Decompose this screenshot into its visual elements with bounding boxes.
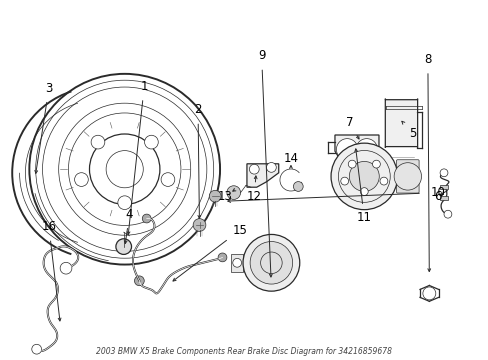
Circle shape xyxy=(218,253,226,262)
FancyBboxPatch shape xyxy=(385,99,417,148)
Circle shape xyxy=(352,154,360,162)
Text: 6: 6 xyxy=(433,190,441,203)
Circle shape xyxy=(116,239,131,255)
Text: 10: 10 xyxy=(429,186,444,199)
Circle shape xyxy=(347,160,355,168)
Circle shape xyxy=(91,135,104,149)
Circle shape xyxy=(330,143,397,210)
Circle shape xyxy=(226,186,240,199)
Circle shape xyxy=(134,276,144,286)
Text: 12: 12 xyxy=(246,190,261,203)
Circle shape xyxy=(250,242,292,284)
Circle shape xyxy=(161,173,174,186)
Circle shape xyxy=(60,262,72,274)
Text: 2: 2 xyxy=(194,103,202,116)
Circle shape xyxy=(336,139,357,160)
Text: 2003 BMW X5 Brake Components Rear Brake Disc Diagram for 34216859678: 2003 BMW X5 Brake Components Rear Brake … xyxy=(96,347,392,356)
Polygon shape xyxy=(334,135,378,162)
Text: 3: 3 xyxy=(45,82,53,95)
Polygon shape xyxy=(246,164,278,187)
Circle shape xyxy=(360,188,367,195)
Text: 1: 1 xyxy=(140,80,148,93)
Text: 14: 14 xyxy=(283,152,298,165)
Circle shape xyxy=(439,169,447,177)
Text: 16: 16 xyxy=(41,220,56,233)
Text: 5: 5 xyxy=(408,127,416,140)
Circle shape xyxy=(32,344,41,354)
Circle shape xyxy=(348,161,379,192)
Circle shape xyxy=(144,135,158,149)
Text: 15: 15 xyxy=(232,224,246,237)
Circle shape xyxy=(266,162,276,172)
Polygon shape xyxy=(230,254,243,272)
Circle shape xyxy=(243,234,299,291)
Circle shape xyxy=(142,214,151,223)
Circle shape xyxy=(232,258,241,267)
Circle shape xyxy=(75,173,88,186)
Circle shape xyxy=(372,160,380,168)
Circle shape xyxy=(422,287,435,300)
Circle shape xyxy=(340,177,348,185)
Circle shape xyxy=(193,219,205,231)
Bar xyxy=(439,185,447,189)
Circle shape xyxy=(393,163,421,190)
Circle shape xyxy=(118,196,131,210)
Circle shape xyxy=(355,139,377,160)
Circle shape xyxy=(89,134,160,204)
Circle shape xyxy=(249,164,259,174)
Text: 13: 13 xyxy=(217,190,232,203)
Text: 9: 9 xyxy=(257,49,265,62)
FancyBboxPatch shape xyxy=(396,160,418,193)
Text: 7: 7 xyxy=(345,116,353,129)
Text: 11: 11 xyxy=(356,211,371,224)
Circle shape xyxy=(443,210,451,218)
Circle shape xyxy=(379,177,387,185)
Text: 4: 4 xyxy=(125,208,133,221)
Bar xyxy=(439,196,447,200)
Text: 8: 8 xyxy=(423,53,431,66)
Circle shape xyxy=(209,190,221,202)
Circle shape xyxy=(293,181,303,192)
